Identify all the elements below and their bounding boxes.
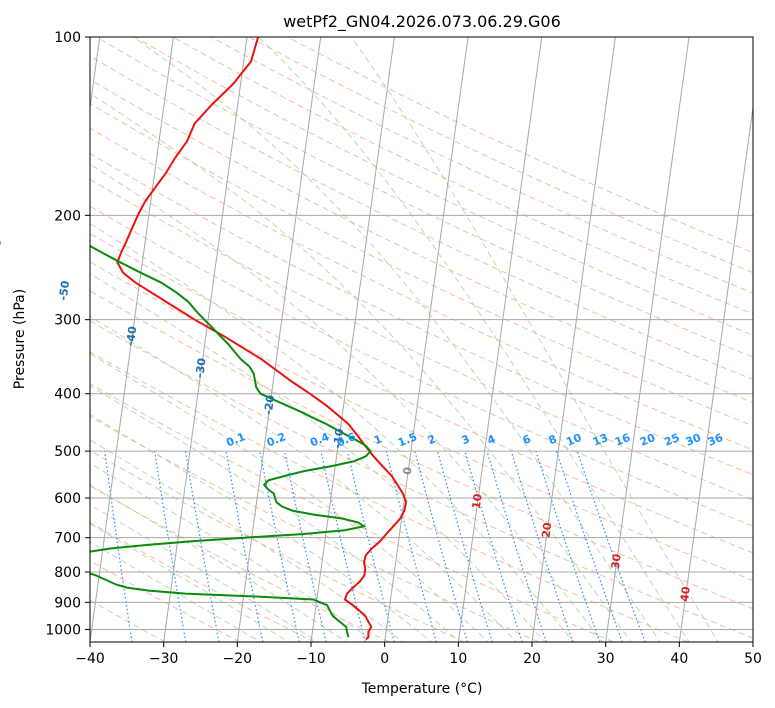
- isotherm-line: [605, 37, 690, 642]
- profile-lines: [90, 37, 408, 641]
- isotherm-line: [457, 37, 543, 642]
- dry-adiabat: [90, 382, 614, 642]
- isotherm-line: [310, 37, 395, 642]
- isotherm-label: -50: [57, 280, 73, 302]
- mixing-ratio-label: 20: [638, 431, 657, 449]
- y-axis-label: Pressure (hPa): [12, 289, 28, 389]
- mixing-ratio-label: 36: [706, 431, 725, 449]
- y-tick-label: 800: [54, 565, 81, 581]
- chart-title: wetPf2_GN04.2026.073.06.29.G06: [283, 12, 561, 32]
- dry-adiabat: [90, 290, 753, 610]
- isotherm-label: 10: [470, 493, 485, 510]
- mixing-ratio-label: 16: [613, 431, 632, 449]
- dry-adiabat: [90, 415, 540, 642]
- x-tick-label: −20: [223, 651, 253, 667]
- y-tick-label: 400: [54, 387, 81, 403]
- isotherm-label: 30: [609, 553, 624, 570]
- mixing-ratio-line: [555, 450, 623, 642]
- isotherm-line: [678, 103, 753, 642]
- y-tick-label: 200: [54, 208, 81, 224]
- background-lines: [90, 37, 753, 642]
- isotherm-line: [236, 37, 322, 642]
- isotherm-label: -20: [262, 394, 278, 416]
- mixing-ratio-line: [437, 450, 493, 642]
- mixing-ratio-line: [225, 450, 264, 642]
- x-tick-label: 20: [523, 651, 541, 667]
- dry-adiabat: [90, 521, 315, 642]
- isotherm-line: [90, 37, 174, 642]
- isotherm-line: [384, 37, 469, 642]
- isotherm-label: -10: [331, 427, 347, 449]
- isotherm-label: -30: [193, 357, 209, 379]
- y-tick-label: 900: [54, 595, 81, 611]
- moist-adiabat: [257, 37, 690, 642]
- isotherm-label: 40: [678, 585, 693, 602]
- y-tick-label: 100: [54, 30, 81, 46]
- dry-adiabat: [90, 55, 753, 381]
- mixing-ratio-label: 1: [372, 432, 384, 447]
- mixing-ratio-label: 10: [564, 431, 583, 449]
- y-tick-label: 600: [54, 491, 81, 507]
- mixing-ratio-line: [414, 450, 469, 642]
- isotherm-label: 0: [401, 466, 415, 476]
- y-axis-ticks: 1000 900 800 700 600 500 400 300 200 100: [45, 30, 90, 638]
- y-tick-label: 1000: [45, 622, 81, 638]
- dry-adiabat: [90, 261, 753, 582]
- in-plot-labels: -100-90-80-70-60-50-40-30-20-10010203040…: [0, 238, 725, 603]
- temperature-line: [116, 37, 408, 641]
- x-tick-label: −30: [149, 651, 179, 667]
- dry-adiabat: [90, 178, 753, 501]
- mixing-ratio-line: [464, 450, 523, 642]
- dry-adiabat: [96, 37, 753, 358]
- x-tick-label: 50: [744, 651, 762, 667]
- isotherm-line: [531, 37, 616, 642]
- y-tick-label: 300: [54, 313, 81, 329]
- mixing-ratio-line: [320, 450, 366, 642]
- mixing-ratio-label: 30: [684, 431, 703, 449]
- mixing-ratio-line: [284, 450, 327, 642]
- mixing-ratio-line: [510, 450, 574, 642]
- x-tick-label: 30: [597, 651, 615, 667]
- x-axis-label: Temperature (°C): [361, 681, 483, 697]
- mixing-ratio-label: 25: [662, 431, 681, 449]
- y-tick-label: 500: [54, 444, 81, 460]
- mixing-ratio-label: 8: [547, 432, 559, 447]
- moist-adiabat: [90, 273, 546, 642]
- dry-adiabat: [90, 320, 753, 639]
- mixing-ratio-line: [535, 450, 601, 642]
- dry-adiabat: [90, 102, 753, 427]
- dry-adiabat: [210, 37, 753, 294]
- y-tick-label: 700: [54, 531, 81, 547]
- mixing-ratio-line: [576, 450, 646, 642]
- dry-adiabat: [90, 127, 753, 451]
- dry-adiabat: [172, 37, 753, 315]
- mixing-ratio-line: [486, 450, 547, 642]
- isotherm-label: -60: [0, 238, 4, 260]
- x-tick-label: −10: [296, 651, 326, 667]
- dewpoint-line: [90, 244, 372, 638]
- isotherm-line: [163, 37, 248, 642]
- plot-frame: [89, 36, 754, 643]
- isotherm-label: -40: [124, 325, 140, 347]
- x-tick-label: 0: [380, 651, 389, 667]
- dry-adiabat: [90, 232, 753, 554]
- dry-adiabat: [90, 450, 465, 642]
- isotherm-label: 20: [539, 521, 554, 538]
- x-tick-label: −40: [75, 651, 105, 667]
- mixing-ratio-label: 13: [591, 431, 610, 449]
- mixing-ratio-line: [259, 450, 300, 642]
- x-tick-label: 10: [449, 651, 467, 667]
- dry-adiabat: [90, 205, 753, 527]
- mixing-ratio-label: 2: [426, 432, 438, 447]
- mixing-ratio-label: 3: [460, 432, 472, 447]
- x-axis-ticks: −40 −30 −20 −10 0 10 20 30 40 50: [75, 642, 762, 667]
- x-tick-label: 40: [670, 651, 688, 667]
- mixing-ratio-line: [385, 450, 437, 642]
